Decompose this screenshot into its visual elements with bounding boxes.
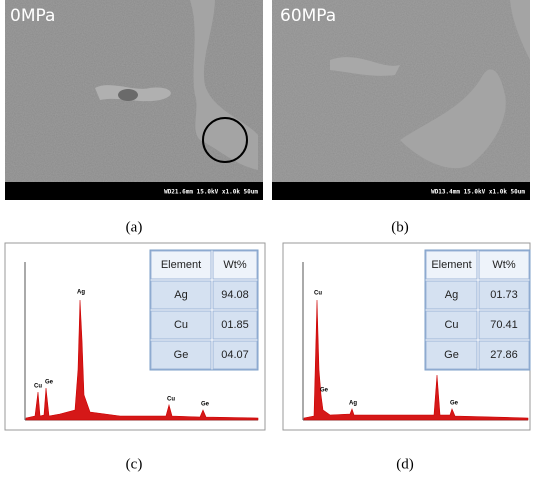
- peak-label: Cu: [34, 384, 42, 390]
- table-cell-text: 94.08: [221, 289, 249, 301]
- table-cell-text: 04.07: [221, 349, 249, 361]
- caption: (d): [396, 456, 414, 472]
- table-cell-text: Cu: [174, 319, 188, 331]
- pressure-label: 0MPa: [10, 6, 55, 26]
- sem-image-b: 60MPa WD13.4mm 15.0kV x1.0k 50um: [272, 0, 530, 200]
- table-cell-text: Cu: [444, 319, 458, 331]
- table-header: Element: [431, 259, 471, 271]
- figure: 0MPa WD21.6mm 15.0kV x1.0k 50um 60MPa WD…: [0, 0, 533, 478]
- table-cell-text: 01.73: [490, 289, 518, 301]
- caption: (b): [391, 219, 409, 235]
- table-cell-text: 70.41: [490, 319, 518, 331]
- table-cell-text: Ag: [445, 289, 458, 301]
- peak-label: Ge: [201, 402, 210, 408]
- peak-label: Ag: [349, 401, 357, 407]
- peak-label: Ge: [320, 388, 329, 394]
- peak-label: Ge: [45, 380, 54, 386]
- sem-info: WD13.4mm 15.0kV x1.0k 50um: [431, 189, 525, 196]
- pressure-label: 60MPa: [280, 6, 336, 26]
- table-header: Wt%: [223, 259, 246, 271]
- peak-label: Ag: [77, 290, 85, 296]
- table-cell-text: 01.85: [221, 319, 249, 331]
- table-header: Wt%: [492, 259, 515, 271]
- sem-info: WD21.6mm 15.0kV x1.0k 50um: [164, 189, 258, 196]
- peak-label: Cu: [314, 291, 322, 297]
- table-cell-text: Ge: [444, 349, 459, 361]
- table-cell-text: 27.86: [490, 349, 518, 361]
- caption: (a): [126, 219, 143, 235]
- table-header: Element: [161, 259, 201, 271]
- table-cell-text: Ag: [174, 289, 187, 301]
- table-cell-text: Ge: [174, 349, 189, 361]
- caption: (c): [126, 456, 143, 472]
- peak-label: Cu: [167, 397, 175, 403]
- peak-label: Ge: [450, 401, 459, 407]
- sem-image-a: 0MPa WD21.6mm 15.0kV x1.0k 50um: [5, 0, 263, 200]
